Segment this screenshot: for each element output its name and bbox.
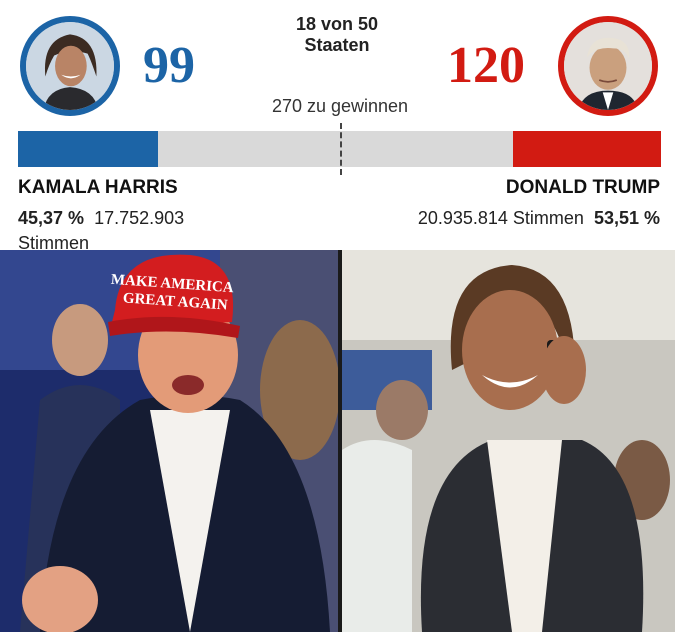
harris-stats: 45,37 % 17.752.903 bbox=[18, 207, 248, 229]
trump-electoral-count: 120 bbox=[447, 37, 525, 94]
photo-divider bbox=[338, 250, 342, 632]
svg-text:GREAT AGAIN: GREAT AGAIN bbox=[122, 290, 228, 313]
states-reported-label: Staaten bbox=[304, 35, 370, 55]
trump-avatar bbox=[558, 16, 658, 116]
states-reported: 18 von 50 Staaten bbox=[262, 14, 412, 56]
harris-progress-fill bbox=[18, 131, 158, 167]
harris-avatar bbox=[20, 16, 120, 116]
trump-stats: 20.935.814 Stimmen 53,51 % bbox=[418, 207, 660, 229]
trump-progress-fill bbox=[513, 131, 661, 167]
harris-portrait-icon bbox=[26, 22, 114, 110]
candidate-photos: MAKE AMERICA GREAT AGAIN bbox=[0, 250, 675, 632]
harris-photo bbox=[342, 250, 675, 632]
trump-photo: MAKE AMERICA GREAT AGAIN bbox=[0, 250, 338, 632]
harris-name: KAMALA HARRIS bbox=[18, 177, 178, 198]
results-panel: 99 18 von 50 Staaten 270 zu gewinnen 120… bbox=[0, 0, 675, 250]
trump-votes: 20.935.814 Stimmen bbox=[417, 208, 584, 228]
states-reported-count: 18 von 50 bbox=[295, 14, 379, 34]
harris-votes-suffix: Stimmen bbox=[18, 233, 90, 253]
harris-percent: 45,37 % bbox=[18, 208, 85, 228]
majority-threshold-marker bbox=[340, 123, 342, 175]
harris-votes: 17.752.903 bbox=[94, 208, 185, 228]
electoral-progress-bar bbox=[18, 131, 661, 167]
threshold-label: 270 zu gewinnen bbox=[271, 96, 409, 116]
trump-name: DONALD TRUMP bbox=[505, 177, 660, 198]
trump-percent: 53,51 % bbox=[593, 208, 660, 228]
harris-electoral-count: 99 bbox=[143, 37, 195, 94]
trump-portrait-icon bbox=[564, 22, 652, 110]
